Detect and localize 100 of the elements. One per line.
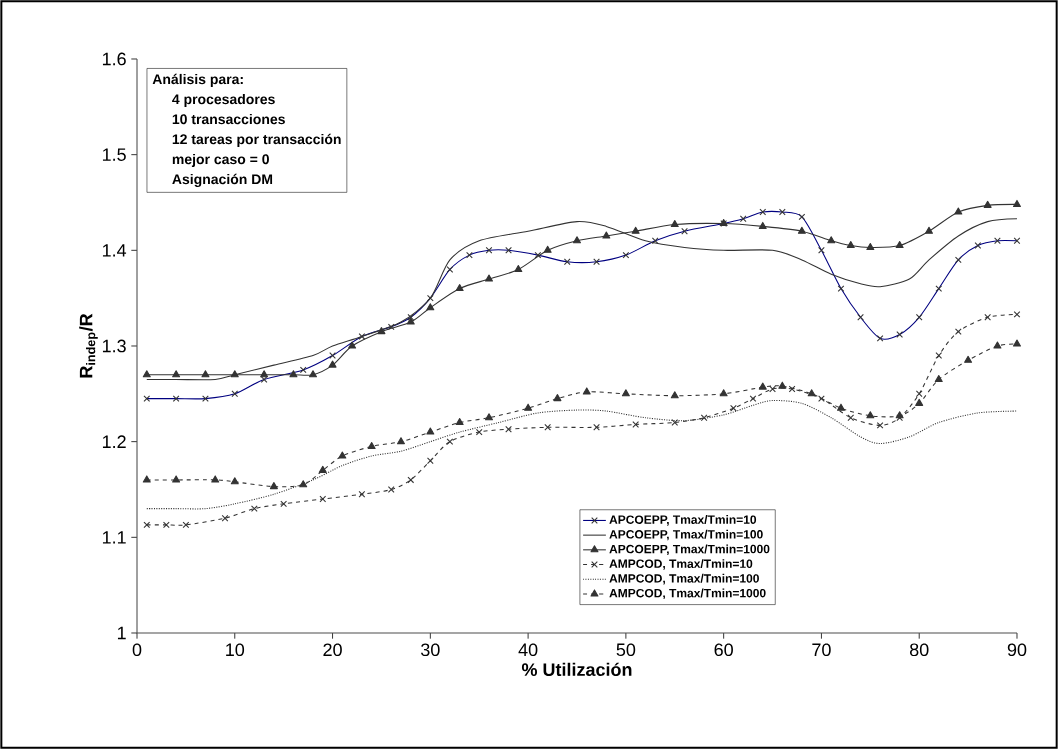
x-tick-label: 10 bbox=[226, 643, 245, 657]
point bbox=[807, 389, 816, 397]
point bbox=[621, 389, 630, 397]
point bbox=[221, 514, 229, 522]
point bbox=[983, 200, 992, 208]
point bbox=[700, 414, 708, 422]
point bbox=[593, 423, 600, 431]
point bbox=[269, 482, 278, 490]
x-tick-label: 40 bbox=[518, 643, 538, 657]
point bbox=[797, 226, 806, 234]
x-tick-label: 90 bbox=[1007, 643, 1027, 657]
y-tick-label: 1.5 bbox=[102, 148, 126, 161]
point bbox=[572, 236, 581, 244]
point bbox=[631, 226, 640, 234]
point bbox=[211, 475, 220, 483]
point bbox=[484, 274, 493, 282]
point bbox=[934, 374, 943, 383]
legend-label: APCOEPP, Tmax/Tmin=100 bbox=[609, 529, 763, 541]
point bbox=[230, 370, 239, 378]
point bbox=[984, 313, 992, 321]
point bbox=[749, 395, 757, 402]
point bbox=[876, 422, 884, 429]
point bbox=[475, 428, 483, 436]
point bbox=[582, 387, 591, 395]
point bbox=[543, 245, 552, 253]
point bbox=[358, 490, 366, 498]
point bbox=[1013, 311, 1021, 318]
point bbox=[172, 370, 181, 378]
point bbox=[866, 411, 875, 419]
y-axis-title: R$_{indep}$/R bbox=[79, 313, 98, 378]
point bbox=[455, 284, 464, 292]
point bbox=[915, 390, 923, 398]
point bbox=[544, 423, 552, 431]
point bbox=[142, 475, 151, 483]
legend-label: AMPCOD, Tmax/Tmin=1000 bbox=[609, 588, 766, 600]
x-axis-title: % Utilización bbox=[521, 662, 632, 676]
point bbox=[338, 451, 347, 459]
x-tick-label: 20 bbox=[323, 643, 342, 657]
point bbox=[318, 465, 327, 473]
annotation: 12 tareas por transacción bbox=[172, 133, 341, 147]
point bbox=[299, 480, 308, 488]
point bbox=[758, 221, 767, 229]
point bbox=[505, 425, 512, 433]
y-tick-label: 1.6 bbox=[102, 52, 126, 66]
point bbox=[935, 352, 943, 359]
point bbox=[426, 427, 435, 435]
point bbox=[719, 389, 728, 397]
point bbox=[788, 385, 796, 393]
point bbox=[328, 360, 337, 368]
point bbox=[280, 500, 288, 508]
y-tick-label: 1.4 bbox=[102, 244, 127, 257]
point bbox=[367, 441, 376, 449]
point bbox=[358, 333, 366, 340]
annotation: Asignación DM bbox=[172, 173, 273, 188]
point bbox=[993, 341, 1002, 349]
point bbox=[143, 521, 151, 529]
point bbox=[406, 317, 415, 325]
annotation: mejor caso = 0 bbox=[172, 153, 269, 167]
point bbox=[201, 370, 210, 378]
point bbox=[553, 394, 562, 402]
point bbox=[182, 521, 190, 529]
point bbox=[964, 355, 973, 363]
point bbox=[397, 437, 405, 445]
point bbox=[446, 438, 454, 446]
legend-label: AMPCOD, Tmax/Tmin=100 bbox=[609, 573, 759, 585]
point bbox=[1012, 199, 1021, 207]
point bbox=[915, 398, 924, 406]
point bbox=[671, 419, 679, 426]
x-tick-label: 80 bbox=[909, 643, 929, 657]
point bbox=[407, 476, 415, 484]
point bbox=[632, 421, 640, 428]
point bbox=[426, 457, 434, 465]
point bbox=[602, 231, 611, 239]
x-tick-label: 70 bbox=[812, 643, 831, 657]
legend-label: APCOEPP, Tmax/Tmin=10 bbox=[609, 515, 757, 526]
y-tick-label: 1 bbox=[117, 626, 126, 640]
point bbox=[348, 341, 357, 349]
y-tick-label: 1.1 bbox=[102, 531, 126, 544]
x-tick-label: 0 bbox=[132, 643, 142, 657]
point bbox=[162, 521, 170, 529]
legend-label: AMPCOD, Tmax/Tmin=10 bbox=[609, 559, 753, 570]
point bbox=[846, 241, 855, 249]
point bbox=[827, 236, 836, 244]
point bbox=[670, 391, 679, 399]
point bbox=[319, 495, 327, 503]
annotation: 10 transacciones bbox=[172, 113, 285, 125]
point bbox=[954, 207, 963, 215]
point bbox=[758, 382, 767, 390]
point bbox=[260, 370, 269, 378]
annotation: 4 procesadores bbox=[172, 93, 275, 107]
point bbox=[230, 477, 239, 485]
point bbox=[730, 404, 737, 412]
point bbox=[484, 413, 493, 421]
point bbox=[309, 370, 317, 378]
point bbox=[142, 370, 151, 378]
point bbox=[455, 417, 464, 426]
point bbox=[1012, 339, 1021, 347]
point bbox=[836, 403, 845, 411]
point bbox=[377, 327, 386, 335]
point bbox=[847, 414, 855, 422]
